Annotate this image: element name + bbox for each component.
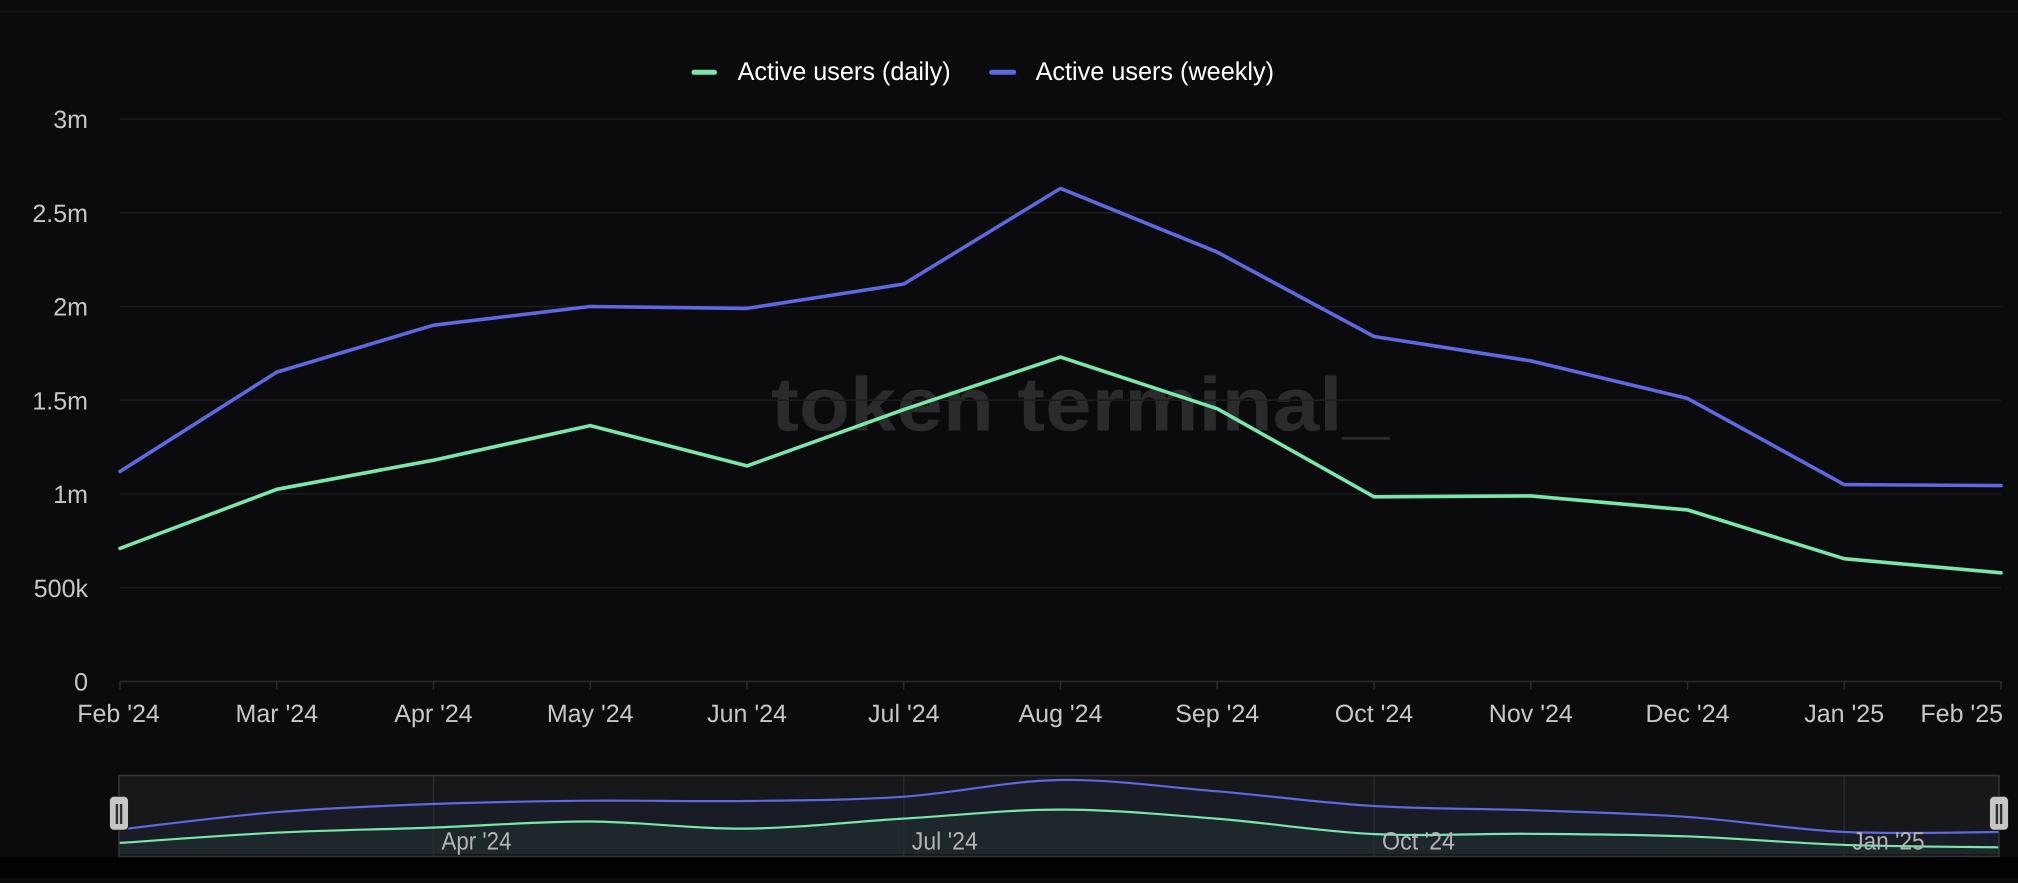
svg-text:Dec '24: Dec '24 <box>1646 700 1730 728</box>
svg-text:Jul '24: Jul '24 <box>868 700 940 728</box>
svg-text:Active users (daily): Active users (daily) <box>738 58 951 86</box>
svg-text:0: 0 <box>74 669 88 697</box>
svg-text:May '24: May '24 <box>547 700 634 728</box>
svg-text:Feb '25: Feb '25 <box>1920 700 2003 728</box>
svg-text:3m: 3m <box>53 106 88 134</box>
svg-text:Jul '24: Jul '24 <box>912 828 978 856</box>
svg-text:Oct '24: Oct '24 <box>1335 700 1414 728</box>
svg-text:Sep '24: Sep '24 <box>1175 700 1259 728</box>
svg-text:1.5m: 1.5m <box>32 387 88 415</box>
svg-text:Feb '24: Feb '24 <box>77 700 160 728</box>
svg-text:500k: 500k <box>34 575 89 603</box>
svg-text:token terminal_: token terminal_ <box>771 363 1390 448</box>
svg-text:Mar '24: Mar '24 <box>236 700 319 728</box>
svg-text:Nov '24: Nov '24 <box>1489 700 1573 728</box>
svg-text:2.5m: 2.5m <box>32 200 88 228</box>
svg-text:Aug '24: Aug '24 <box>1018 700 1102 728</box>
svg-text:Apr '24: Apr '24 <box>394 700 473 728</box>
svg-text:Oct '24: Oct '24 <box>1382 828 1455 856</box>
svg-text:2m: 2m <box>53 294 88 322</box>
svg-text:Jan '25: Jan '25 <box>1804 700 1884 728</box>
svg-text:Jan '25: Jan '25 <box>1852 828 1925 856</box>
svg-text:1m: 1m <box>53 481 88 509</box>
svg-text:Jun '24: Jun '24 <box>707 700 787 728</box>
svg-text:Apr '24: Apr '24 <box>442 828 512 856</box>
svg-text:Active users (weekly): Active users (weekly) <box>1036 58 1274 86</box>
